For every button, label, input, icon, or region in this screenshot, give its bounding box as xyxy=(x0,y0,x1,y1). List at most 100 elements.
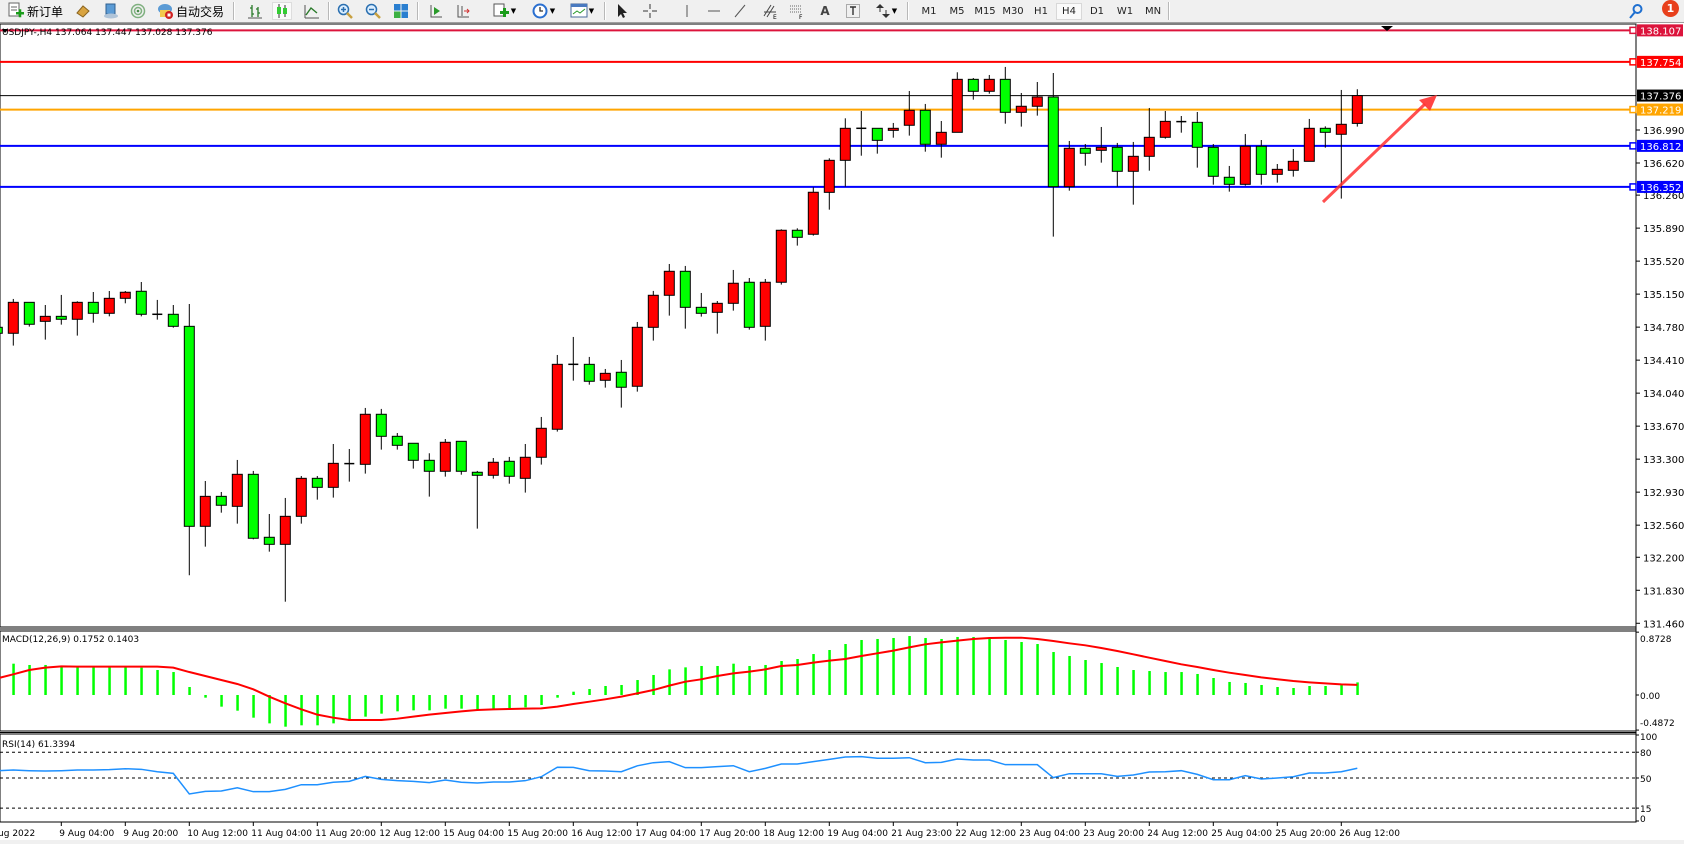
line-handle[interactable] xyxy=(1629,26,1637,35)
macd-histogram-bar xyxy=(524,695,527,708)
chart-area[interactable]: 136.990 136.620 136.260 135.890 135.520 135.1… xyxy=(0,23,1684,844)
gold-bars-icon xyxy=(75,3,91,19)
time-axis-label: 25 Aug 04:00 xyxy=(1211,829,1272,839)
candle-bear xyxy=(1079,147,1091,154)
market-watch-button[interactable] xyxy=(101,2,121,20)
macd-panel[interactable] xyxy=(0,630,1637,732)
timeframe-m1[interactable]: M1 xyxy=(921,6,937,17)
crosshair-button[interactable] xyxy=(641,2,659,20)
time-axis-label: 9 Aug 20:00 xyxy=(123,829,178,839)
cursor-button[interactable] xyxy=(613,2,631,20)
text-icon: A xyxy=(820,4,830,18)
timeframe-m30[interactable]: M30 xyxy=(1002,6,1024,17)
macd-histogram-bar xyxy=(828,650,831,695)
timeframe-d1[interactable]: D1 xyxy=(1089,6,1105,17)
macd-histogram-bar xyxy=(60,665,63,695)
horizontal-line-icon xyxy=(706,3,722,19)
candle-bear xyxy=(1207,146,1219,177)
rsi-axis-label: 100 xyxy=(1640,733,1657,743)
auto-trading-button[interactable]: 自动交易 xyxy=(156,2,224,20)
candlestick-button[interactable] xyxy=(272,2,292,20)
chevron-down-icon: ▼ xyxy=(549,7,556,15)
timeframe-h4[interactable]: H4 xyxy=(1056,3,1082,20)
line-chart-button[interactable] xyxy=(303,2,321,20)
macd-histogram-bar xyxy=(844,644,847,695)
timeframe-h1[interactable]: H1 xyxy=(1034,6,1048,17)
macd-histogram-bar xyxy=(124,666,127,695)
macd-histogram-bar xyxy=(1084,660,1087,695)
candle-bull xyxy=(7,301,19,334)
vertical-line-button[interactable] xyxy=(679,2,695,20)
macd-histogram-bar xyxy=(204,695,207,698)
macd-histogram-bar xyxy=(796,659,799,695)
annotation-arrow[interactable] xyxy=(1321,102,1427,204)
macd-histogram-bar xyxy=(1340,684,1343,695)
gold-bars-button[interactable] xyxy=(73,2,93,20)
candle-bull xyxy=(1143,136,1155,157)
tile-windows-button[interactable] xyxy=(391,2,411,20)
candle-bull xyxy=(823,159,835,193)
notification-icon[interactable]: 1 xyxy=(1662,0,1679,17)
price-line-label: 137.376 xyxy=(1640,92,1681,103)
price-line-label: 138.107 xyxy=(1640,26,1681,37)
price-tick-label: 131.460 xyxy=(1643,619,1684,630)
candle-bear xyxy=(743,281,755,328)
fibo-retracement-button[interactable]: F xyxy=(788,2,806,20)
zoom-in-button[interactable] xyxy=(335,2,355,20)
macd-histogram-bar xyxy=(908,636,911,695)
timeframe-m5[interactable]: M5 xyxy=(949,6,965,17)
svg-text:F: F xyxy=(799,14,803,19)
candle-bear xyxy=(247,473,259,539)
macd-histogram-bar xyxy=(428,695,431,711)
chart-shift-marker[interactable] xyxy=(1381,26,1393,31)
line-handle[interactable] xyxy=(1629,58,1637,66)
time-axis-label: 19 Aug 04:00 xyxy=(827,829,888,839)
signals-button[interactable] xyxy=(128,2,148,20)
macd-histogram-bar xyxy=(1100,663,1103,695)
arrows-button[interactable]: ▼ xyxy=(871,2,901,20)
chart-shift-button[interactable] xyxy=(454,2,472,20)
candle-bull xyxy=(327,462,339,488)
candle-bull xyxy=(103,297,115,314)
templates-button[interactable]: ▼ xyxy=(566,2,598,20)
timeframe-m15[interactable]: M15 xyxy=(974,6,996,17)
macd-histogram-bar xyxy=(988,637,991,695)
candle-bull xyxy=(199,495,211,527)
macd-histogram-bar xyxy=(748,665,751,695)
periods-button[interactable]: ▼ xyxy=(527,2,559,20)
timeframe-mn[interactable]: MN xyxy=(1144,6,1162,17)
text-tool-button[interactable]: A xyxy=(816,2,834,20)
search-button[interactable] xyxy=(1627,2,1645,20)
auto-scroll-button[interactable] xyxy=(427,2,445,20)
time-axis-label: 22 Aug 12:00 xyxy=(955,829,1016,839)
price-panel[interactable] xyxy=(0,23,1637,628)
macd-histogram-bar xyxy=(1052,652,1055,695)
line-handle[interactable] xyxy=(1629,105,1637,114)
trend-line-button[interactable] xyxy=(731,2,749,20)
macd-histogram-bar xyxy=(588,689,591,695)
price-line-label-bg xyxy=(1637,89,1683,102)
macd-histogram-bar xyxy=(188,687,191,695)
price-line-label-bg xyxy=(1637,55,1683,68)
macd-histogram-bar xyxy=(1356,682,1359,695)
line-handle[interactable] xyxy=(1629,142,1637,150)
rsi-label: RSI(14) 61.3394 xyxy=(2,740,75,750)
time-axis-label: 9 Aug 04:00 xyxy=(59,829,114,839)
price-tick-label: 133.300 xyxy=(1643,455,1684,466)
price-tick-label: 136.260 xyxy=(1643,191,1684,202)
indicators-button[interactable]: ▼ xyxy=(488,2,520,20)
zoom-out-button[interactable] xyxy=(363,2,383,20)
macd-histogram-bar xyxy=(972,636,975,695)
text-label-button[interactable] xyxy=(844,2,862,20)
bar-chart-button[interactable] xyxy=(246,2,264,20)
fibo-channel-button[interactable]: E xyxy=(761,2,779,20)
line-handle[interactable] xyxy=(1629,183,1637,191)
horizontal-line-button[interactable] xyxy=(705,2,723,20)
candle-bear xyxy=(311,477,323,488)
crosshair-icon xyxy=(642,3,658,19)
new-order-button[interactable]: 新订单 xyxy=(3,2,67,20)
timeframe-w1[interactable]: W1 xyxy=(1116,6,1134,17)
annotation-arrow-head[interactable] xyxy=(1419,95,1437,111)
candle-bear xyxy=(263,536,275,545)
notification-count: 1 xyxy=(1666,2,1675,15)
